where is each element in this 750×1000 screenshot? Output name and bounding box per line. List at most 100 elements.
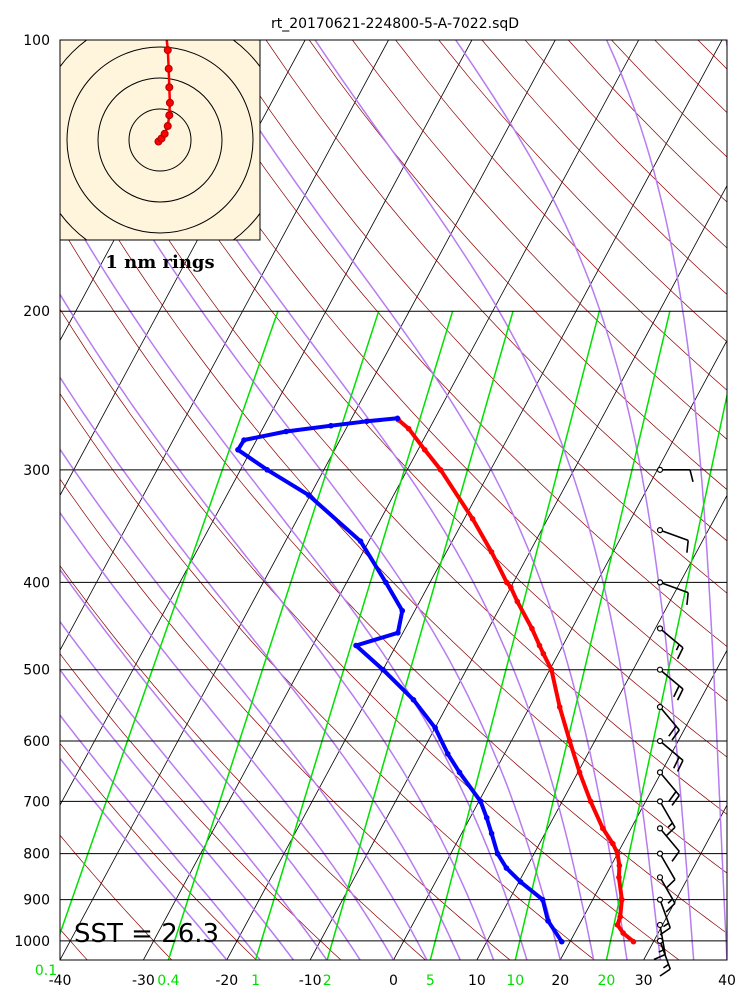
pressure-tick-label: 900 [23, 893, 50, 909]
dry-adiabat-line [136, 40, 727, 702]
wind-barb [656, 703, 680, 741]
dewpoint-point [283, 428, 289, 435]
wind-barb [656, 825, 680, 862]
isotherm-line [60, 40, 556, 960]
mixing-ratio-label: 20 [598, 973, 616, 989]
dewpoint-point [517, 879, 524, 885]
temperature-point [599, 825, 606, 832]
pressure-tick-label: 700 [23, 794, 50, 810]
hodograph-point [165, 83, 174, 92]
dewpoint-point [456, 769, 463, 776]
isotherm-line [226, 40, 723, 960]
temperature-tick-label: -20 [215, 973, 238, 989]
isotherm-line [60, 40, 389, 652]
temperature-point [617, 913, 624, 920]
mixing-ratio-label: 2 [323, 973, 332, 989]
temperature-point [614, 922, 621, 928]
isotherm-line [143, 40, 640, 960]
isotherm-line [309, 184, 727, 960]
dewpoint-point [494, 850, 501, 857]
isotherm-line [0, 40, 55, 960]
moist-adiabat-line [60, 714, 261, 960]
temperature-tick-label: -30 [132, 973, 155, 989]
dewpoint-point [558, 938, 565, 945]
temperature-tick-label: 0 [389, 973, 398, 989]
temperature-axis: -40 -30 -20 -10 0 10 20 30 40 [49, 973, 736, 989]
wind-barb [656, 527, 689, 553]
wind-barb [656, 769, 680, 806]
pressure-tick-label: 500 [23, 663, 50, 679]
dry-adiabat-line [60, 58, 727, 815]
sst-label: SST = 26.3 [74, 919, 219, 949]
temperature-point [566, 738, 573, 744]
hodograph-point [163, 46, 172, 55]
background-lines [0, 40, 727, 960]
temperature-point [556, 704, 563, 710]
temperature-point [620, 930, 626, 936]
dewpoint-point [432, 724, 438, 731]
wind-barb [656, 579, 689, 606]
dewpoint-point [328, 422, 334, 429]
mixing-ratio-line [514, 311, 671, 960]
dewpoint-point [305, 492, 312, 498]
mixing-ratio-line [254, 310, 454, 960]
hodograph-point [165, 111, 174, 120]
wind-barbs [653, 466, 694, 977]
moist-adiabat-line [725, 40, 727, 51]
temperature-point [514, 598, 521, 605]
wind-barb [656, 874, 676, 913]
dry-adiabat-line [92, 40, 727, 758]
dewpoint-point [353, 642, 359, 649]
hodograph-ring [128, 108, 192, 172]
temperature-point [630, 938, 637, 945]
moist-adiabat-line [60, 195, 528, 960]
mixing-ratio-line [605, 391, 727, 960]
temperature-point [548, 666, 555, 673]
temperature-tick-label: 10 [468, 973, 486, 989]
hodograph-point [160, 129, 169, 138]
wind-barb [656, 737, 684, 772]
dewpoint-point [383, 579, 389, 586]
dewpoint-point [545, 918, 551, 924]
dry-adiabat-line [697, 40, 727, 70]
dry-adiabat-line [60, 742, 257, 960]
mixing-ratio-label: 0.1 [35, 963, 57, 979]
dry-adiabat-line [222, 40, 727, 594]
temperature-tick-label: 30 [635, 973, 653, 989]
dry-adiabat-line [60, 478, 511, 960]
dry-adiabat-line [568, 40, 727, 203]
dry-adiabat-line [611, 40, 727, 158]
moist-adiabat-line [60, 757, 228, 960]
dewpoint-point [488, 830, 495, 837]
mixing-ratio-label: 0.4 [157, 973, 179, 989]
dewpoint-point [395, 630, 401, 636]
pressure-tick-label: 600 [23, 734, 50, 750]
isotherm-line [393, 339, 727, 960]
moist-adiabat-line [60, 668, 295, 960]
temperature-point [529, 625, 535, 632]
wind-barb [653, 921, 666, 961]
pressure-tick-label: 100 [23, 33, 50, 49]
dry-adiabat-line [60, 141, 727, 874]
temperature-point [616, 874, 622, 881]
dewpoint-point [264, 467, 270, 473]
mixing-ratio-line [326, 310, 514, 960]
dry-adiabat-line [265, 40, 727, 542]
wind-barb [656, 666, 684, 701]
hodograph-point [164, 64, 173, 73]
moist-adiabat-line [455, 40, 695, 960]
pressure-tick-label: 1000 [14, 934, 50, 950]
isotherm-line [60, 40, 473, 806]
hodograph-point [165, 98, 174, 107]
pressure-tick-label: 200 [23, 304, 50, 320]
temperature-point [421, 446, 428, 453]
dry-adiabat-line [60, 653, 342, 960]
hodograph-ring [66, 46, 254, 234]
dewpoint-point [477, 798, 484, 805]
dry-adiabat-line [60, 392, 595, 960]
mixing-ratio-labels: 0.1 0.4 1 2 5 10 20 [35, 963, 615, 989]
dry-adiabat-line [308, 40, 727, 491]
temperature-point [488, 549, 495, 555]
dry-adiabat-line [524, 40, 727, 249]
